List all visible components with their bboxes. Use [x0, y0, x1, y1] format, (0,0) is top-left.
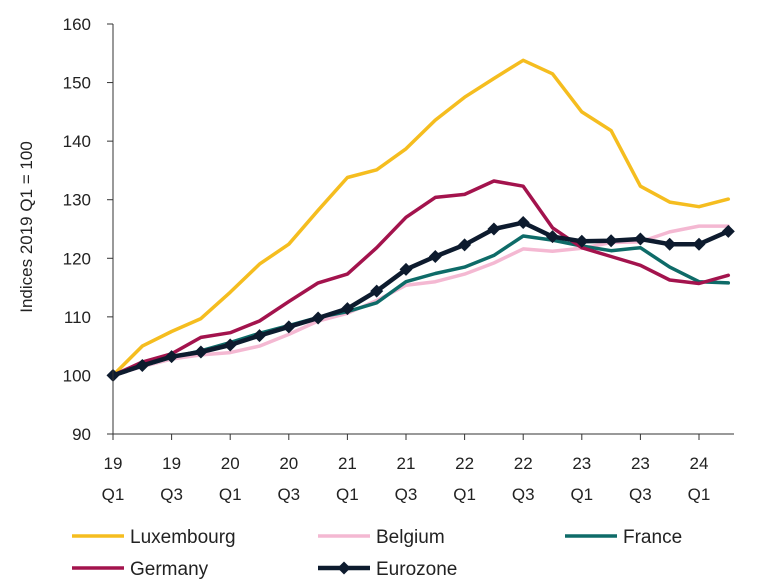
- series-line-luxembourg: [111, 58, 731, 378]
- data-point-eurozone: [399, 262, 413, 276]
- data-point-eurozone: [135, 358, 149, 372]
- legend-marker: [337, 561, 351, 575]
- data-point-eurozone: [516, 216, 530, 230]
- y-axis-ticks: 90 100 110 120 130 140 150 160: [63, 15, 113, 444]
- y-tick-label: 130: [63, 191, 91, 210]
- data-point-eurozone: [370, 284, 384, 298]
- y-tick-label: 120: [63, 249, 91, 268]
- x-axis-ticks: 19 Q1 19 Q3 20 Q1 20 Q3 21 Q1 21 Q3 22 Q1 22 Q3 23 Q1 23 Q3…: [102, 434, 711, 504]
- data-point-eurozone: [165, 350, 179, 364]
- series-belgium: [111, 224, 731, 378]
- x-tick-label-quarter: Q3: [512, 485, 535, 504]
- x-tick-label-year: 20: [221, 454, 240, 473]
- data-point-eurozone: [282, 320, 296, 334]
- legend-label: Eurozone: [376, 559, 457, 580]
- legend-item-eurozone: Eurozone: [318, 559, 457, 580]
- legend-item-france: France: [565, 527, 682, 548]
- series-line-germany: [111, 179, 731, 378]
- x-tick-label-quarter: Q1: [219, 485, 242, 504]
- x-tick-label-year: 23: [572, 454, 591, 473]
- legend-label: Belgium: [376, 527, 445, 548]
- y-tick-label: 100: [63, 366, 91, 385]
- data-point-eurozone: [253, 329, 266, 343]
- y-axis-title: Indices 2019 Q1 = 100: [17, 141, 36, 313]
- x-tick-label-quarter: Q3: [395, 485, 418, 504]
- legend-label: Germany: [130, 559, 209, 580]
- series-line-eurozone: [110, 220, 731, 378]
- x-tick-label-quarter: Q3: [629, 485, 652, 504]
- x-tick-label-year: 19: [162, 454, 181, 473]
- data-point-eurozone: [194, 345, 208, 359]
- x-tick-label-year: 21: [397, 454, 416, 473]
- data-point-eurozone: [428, 250, 442, 264]
- data-point-eurozone: [487, 222, 501, 236]
- series-eurozone: [106, 216, 735, 382]
- data-point-eurozone: [458, 238, 472, 252]
- x-tick-label-quarter: Q1: [102, 485, 125, 504]
- data-point-eurozone: [663, 237, 677, 251]
- y-tick-label: 150: [63, 74, 91, 93]
- data-point-eurozone: [633, 232, 647, 246]
- data-point-eurozone: [223, 338, 237, 352]
- data-point-eurozone: [546, 230, 559, 244]
- data-point-eurozone: [340, 302, 354, 316]
- y-tick-label: 160: [63, 15, 91, 34]
- legend-label: Luxembourg: [130, 527, 236, 548]
- x-tick-label-year: 19: [104, 454, 123, 473]
- x-tick-label-quarter: Q1: [453, 485, 476, 504]
- axes: [112, 24, 734, 435]
- x-tick-label-year: 21: [338, 454, 357, 473]
- legend-item-luxembourg: Luxembourg: [72, 527, 236, 548]
- legend-label: France: [623, 527, 682, 548]
- legend: Luxembourg Belgium France Germany Eurozone: [72, 527, 682, 580]
- x-tick-label-year: 22: [514, 454, 533, 473]
- series-germany: [111, 179, 731, 378]
- series-layer: [106, 58, 735, 382]
- x-tick-label-year: 23: [631, 454, 650, 473]
- data-point-eurozone: [604, 234, 618, 248]
- y-tick-label: 90: [72, 425, 91, 444]
- series-luxembourg: [111, 58, 731, 378]
- legend-item-germany: Germany: [72, 559, 209, 580]
- x-tick-label-quarter: Q3: [277, 485, 300, 504]
- y-tick-label: 110: [64, 308, 91, 327]
- x-tick-label-quarter: Q1: [336, 485, 359, 504]
- data-point-eurozone: [311, 311, 325, 325]
- data-point-eurozone: [575, 234, 589, 248]
- x-tick-label-year: 22: [455, 454, 474, 473]
- legend-item-belgium: Belgium: [318, 527, 445, 548]
- x-tick-label-quarter: Q1: [570, 485, 593, 504]
- data-point-eurozone: [692, 237, 706, 251]
- x-tick-label-quarter: Q3: [160, 485, 183, 504]
- x-tick-label-year: 24: [690, 454, 709, 473]
- x-tick-label-quarter: Q1: [688, 485, 711, 504]
- series-line-belgium: [111, 224, 731, 378]
- y-tick-label: 140: [63, 132, 91, 151]
- data-point-eurozone: [721, 224, 735, 238]
- x-tick-label-year: 20: [279, 454, 298, 473]
